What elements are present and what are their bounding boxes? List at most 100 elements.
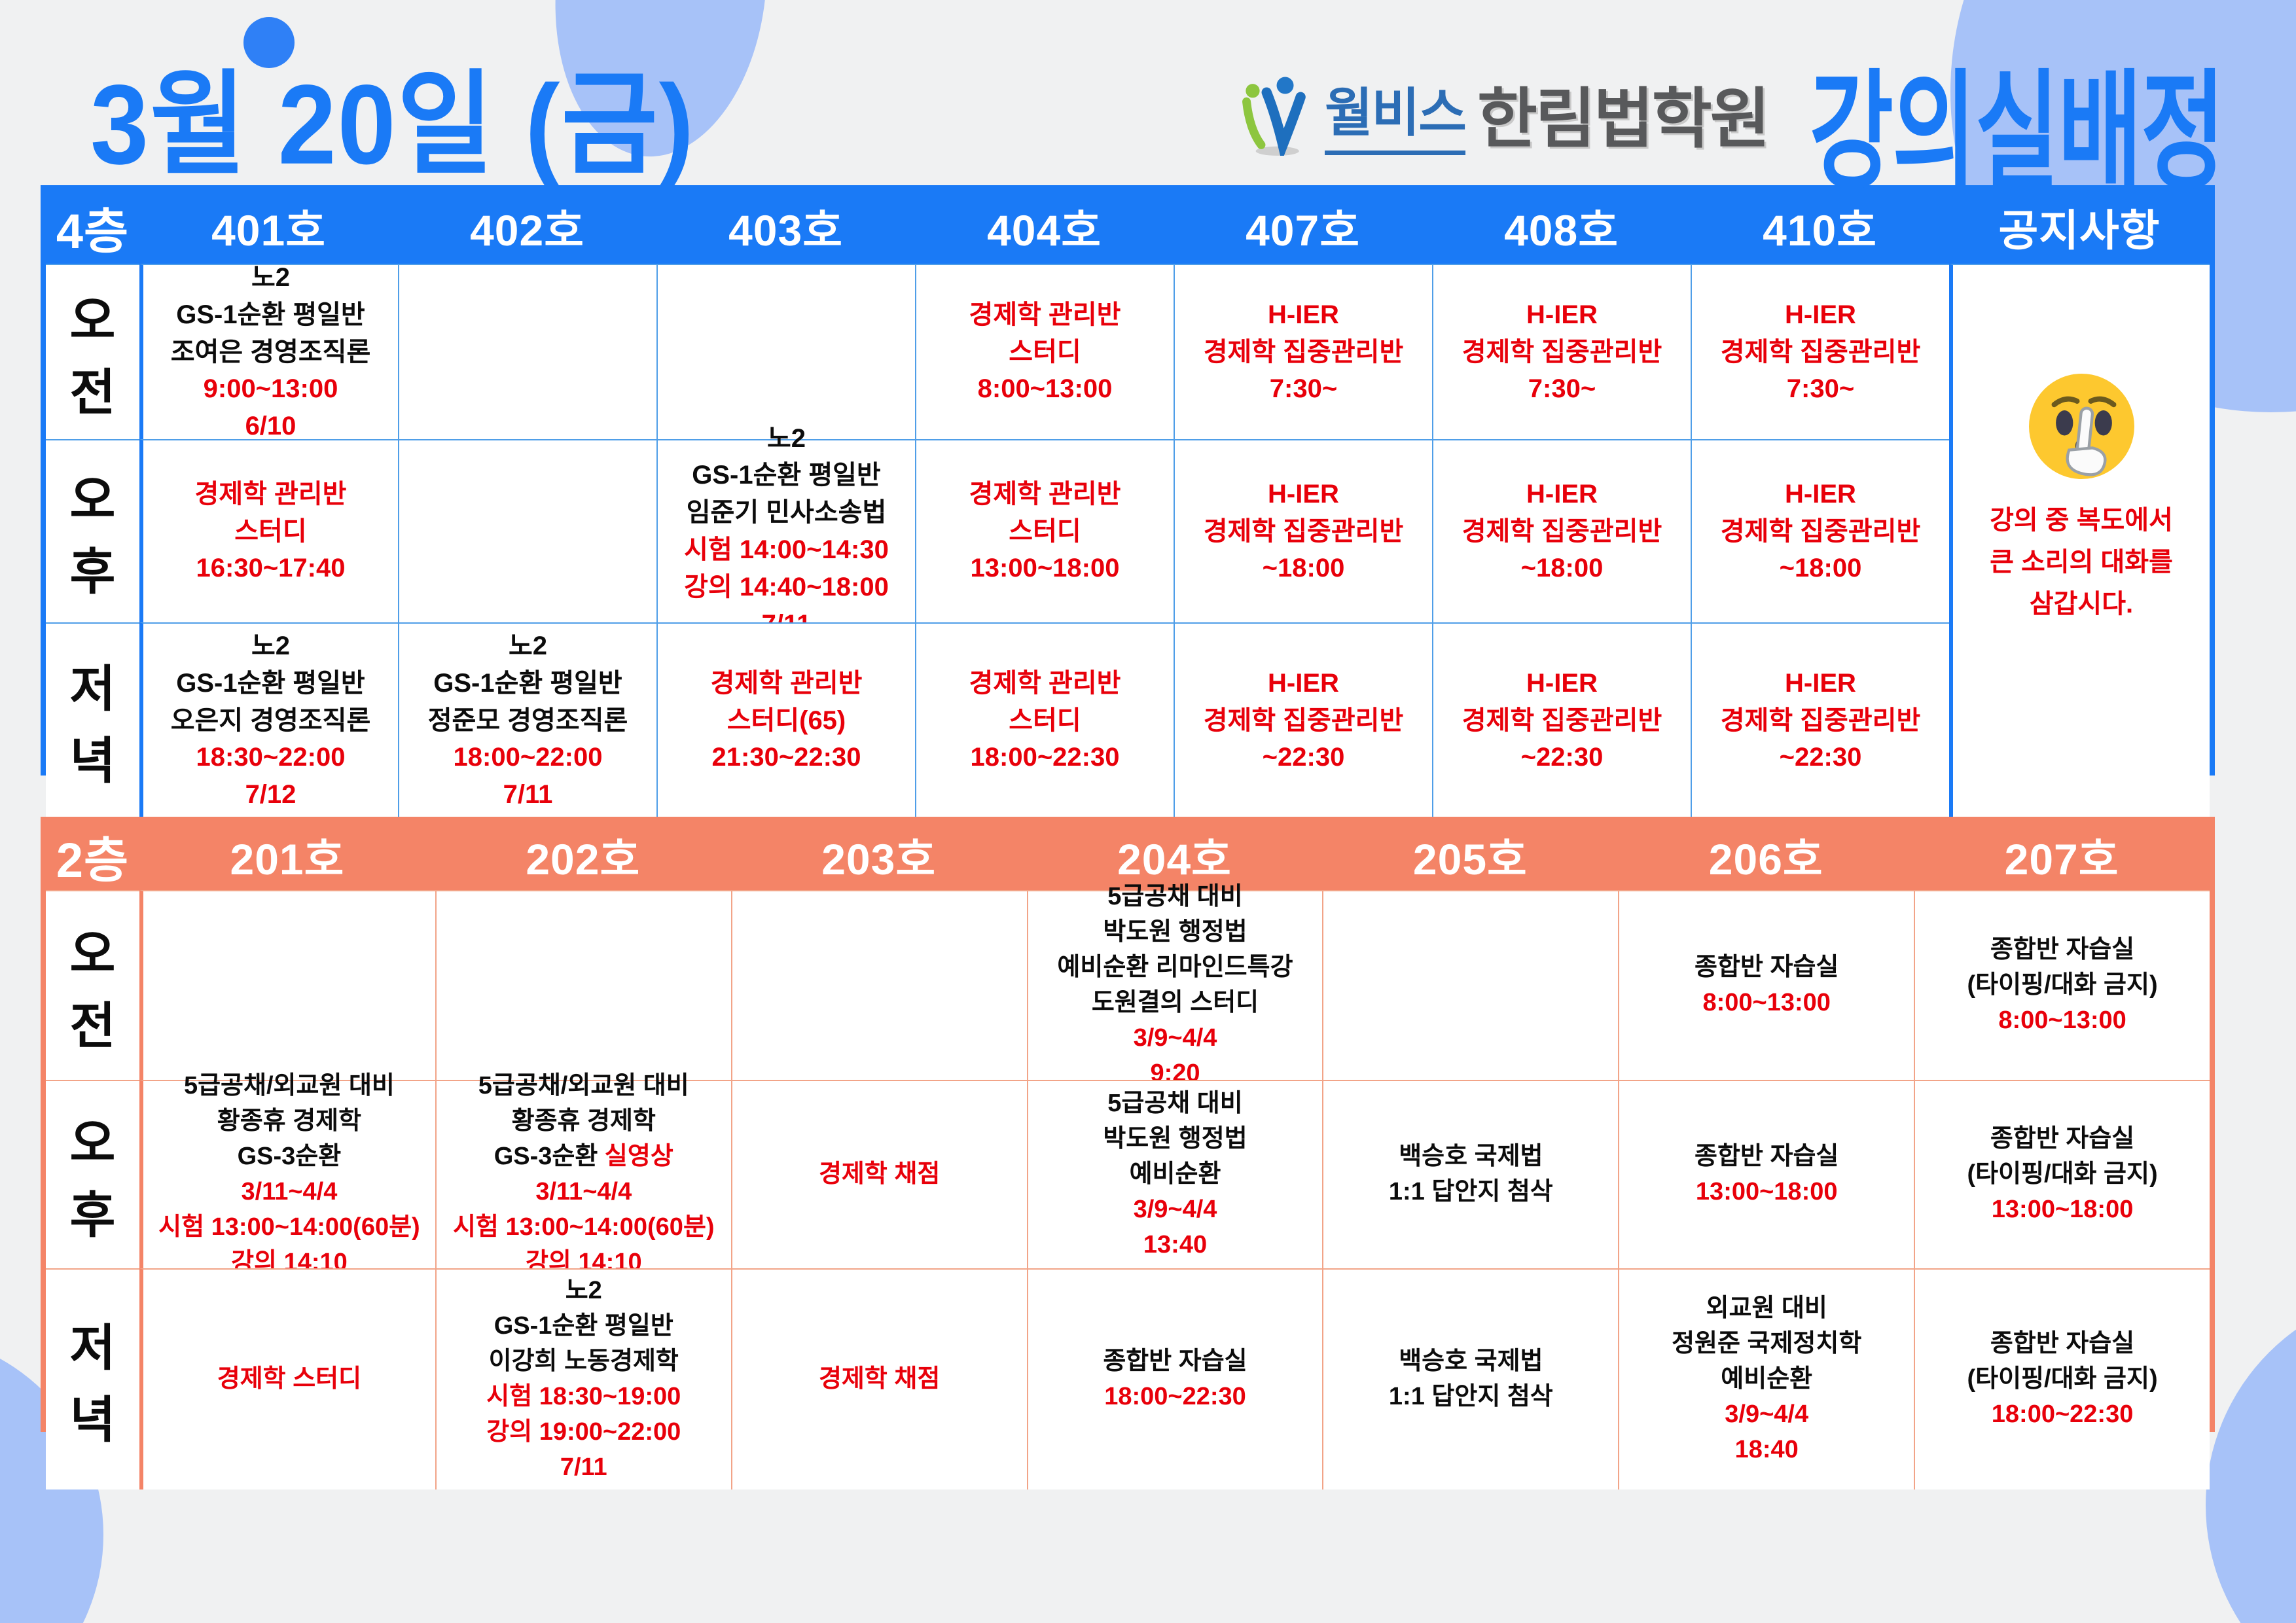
cell-line: 백승호 국제법	[1399, 1344, 1543, 1380]
room-header: 407호	[1174, 190, 1432, 264]
cell-line: 경제학 집중관리반	[1204, 513, 1404, 550]
cell-line: GS-1순환 평일반	[176, 296, 365, 334]
cell-text-segment: H-IER	[1785, 300, 1856, 329]
cell-text-segment: 3/11~4/4	[535, 1178, 632, 1205]
cell-text-segment: 황종휴 경제학	[511, 1107, 656, 1135]
cell-text-segment: 시험 14:00~14:30	[684, 535, 889, 564]
cell-line: 경제학 집중관리반	[1462, 702, 1662, 740]
cell-text-segment: 3/11~4/4	[241, 1178, 338, 1205]
cell-text-segment: 노2	[508, 632, 548, 660]
schedule-cell	[1322, 890, 1619, 1080]
cell-line: 종합반 자습실	[1990, 933, 2134, 968]
cell-text-segment: GS-1순환 평일반	[176, 300, 365, 329]
schedule-cell	[398, 439, 656, 622]
cell-text-segment: 경제학 집중관리반	[1720, 516, 1921, 546]
cell-line: 황종휴 경제학	[217, 1104, 361, 1139]
cell-text-segment: 경제학 스터디	[217, 1364, 362, 1393]
cell-text-segment: (타이핑/대화 금지)	[1967, 1364, 2158, 1393]
schedule-cell: H-IER 경제학 집중관리반 ~18:00	[1174, 439, 1432, 622]
cell-text-segment: 경제학 관리반	[194, 479, 347, 508]
cell-text-segment: 5급공채/외교원 대비	[478, 1072, 689, 1100]
cell-text-segment: 경제학 채점	[818, 1160, 941, 1188]
cell-text-segment: 3/9~4/4	[1725, 1400, 1809, 1428]
schedule-cell: 종합반 자습실 (타이핑/대화 금지) 8:00~13:00	[1914, 890, 2210, 1080]
cell-text-segment: 경제학 집중관리반	[1720, 337, 1921, 366]
cell-line: 13:40	[1143, 1228, 1207, 1263]
cell-line: 경제학 관리반	[969, 296, 1121, 334]
cell-line: 노2	[565, 1274, 602, 1309]
cell-text-segment: 18:00~22:30	[1104, 1382, 1246, 1410]
cell-line: 오은지 경영조직론	[171, 702, 371, 740]
cell-line: 박도원 행정법	[1103, 1122, 1247, 1157]
cell-line: 6/10	[245, 408, 296, 445]
cell-line: H-IER	[1785, 476, 1856, 513]
schedule-cell: H-IER 경제학 집중관리반 ~22:30	[1174, 622, 1432, 817]
cell-text-segment: 백승호 국제법	[1399, 1143, 1543, 1171]
schedule-cell: 경제학 관리반 스터디(65) 21:30~22:30	[656, 622, 915, 817]
schedule-cell: 노2 GS-1순환 평일반 조여은 경영조직론 9:00~13:00 6/10	[139, 263, 398, 440]
floor-label: 2층	[46, 822, 139, 890]
row-label: 오전	[46, 890, 139, 1080]
page-title: 강의실배정	[1809, 60, 2225, 205]
cell-line: 8:00~13:00	[978, 370, 1113, 408]
cell-line: 예비순환 리마인드특강	[1057, 950, 1293, 986]
cell-line: (타이핑/대화 금지)	[1967, 1362, 2157, 1397]
room-header: 408호	[1432, 190, 1691, 264]
cell-text-segment: 종합반 자습실	[1695, 954, 1839, 982]
cell-line: 3/9~4/4	[1134, 1021, 1217, 1056]
cell-line: 종합반 자습실	[1103, 1344, 1247, 1380]
cell-line: 5급공채 대비	[1107, 1086, 1243, 1122]
cell-text-segment: 16:30~17:40	[196, 554, 346, 583]
cell-line: 8:00~13:00	[1998, 1003, 2126, 1039]
cell-text-segment: 경제학 관리반	[969, 300, 1121, 329]
schedule-cell: 5급공채 대비 박도원 행정법 예비순환 리마인드특강 도원결의 스터디 3/9~4/4…	[1026, 883, 1323, 1087]
cell-text-segment: GS-3순환	[493, 1143, 605, 1171]
cell-text-segment: 7/12	[245, 780, 296, 810]
cell-text-segment: 실영상	[604, 1143, 673, 1171]
schedule-cell: 종합반 자습실 8:00~13:00	[1618, 890, 1914, 1080]
schedule-cell: 종합반 자습실 13:00~18:00	[1618, 1080, 1914, 1268]
cell-text-segment: 경제학 집중관리반	[1462, 337, 1662, 366]
cell-line: GS-1순환 평일반	[494, 1309, 673, 1344]
cell-text-segment: 스터디(65)	[726, 705, 846, 735]
cell-text-segment: 박도원 행정법	[1103, 918, 1247, 946]
cell-line: 5급공채/외교원 대비	[478, 1069, 689, 1104]
cell-line: 경제학 관리반	[969, 665, 1121, 702]
cell-text-segment: H-IER	[1785, 668, 1856, 698]
cell-text-segment: H-IER	[1526, 479, 1598, 508]
cell-text-segment: 도원결의 스터디	[1091, 989, 1259, 1016]
cell-line: 스터디	[1009, 513, 1081, 550]
schedule-cell: 경제학 채점	[730, 1268, 1027, 1489]
logo-row: 월비스 한림법학원	[1236, 65, 1770, 160]
cell-line: 18:00~22:30	[1992, 1397, 2134, 1433]
cell-line: 박도원 행정법	[1103, 915, 1247, 950]
row-label: 저녁	[46, 1268, 139, 1489]
cell-text-segment: 스터디	[1009, 337, 1081, 366]
room-header: 204호	[1026, 822, 1323, 890]
cell-line: H-IER	[1785, 296, 1856, 334]
cell-line: 스터디	[234, 513, 306, 550]
cell-text-segment: 7/11	[560, 1453, 607, 1481]
cell-line: 9:00~13:00	[204, 370, 338, 408]
cell-line: 도원결의 스터디	[1092, 986, 1259, 1021]
cell-text-segment: 13:00~18:00	[1991, 1195, 2134, 1223]
cell-text-segment: 노2	[251, 263, 291, 293]
cell-line: GS-1순환 평일반	[176, 665, 365, 702]
cell-text-segment: GS-3순환	[237, 1143, 342, 1171]
room-header: 403호	[656, 190, 915, 264]
notice-line: 큰 소리의 대화를	[1990, 548, 2173, 577]
cell-line: 경제학 관리반	[711, 665, 863, 702]
cell-line: 임준기 민사소송법	[687, 494, 887, 531]
cell-line: 경제학 집중관리반	[1204, 334, 1404, 371]
cell-text-segment: GS-1순환 평일반	[493, 1311, 673, 1340]
schedule-cell: H-IER 경제학 집중관리반 7:30~	[1691, 264, 1949, 439]
cell-text-segment: 18:00~22:30	[1991, 1400, 2134, 1428]
cell-text-segment: GS-1순환 평일반	[176, 668, 365, 698]
cell-text-segment: 경제학 집중관리반	[1462, 705, 1662, 735]
cell-line: 시험 13:00~14:00(60분)	[158, 1210, 420, 1245]
row-label: 오후	[46, 1080, 139, 1268]
cell-line: 종합반 자습실	[1695, 950, 1839, 986]
cell-line: 경제학 집중관리반	[1462, 334, 1662, 371]
cell-text-segment: 오은지 경영조직론	[170, 705, 371, 735]
cell-text-segment: H-IER	[1268, 479, 1339, 508]
